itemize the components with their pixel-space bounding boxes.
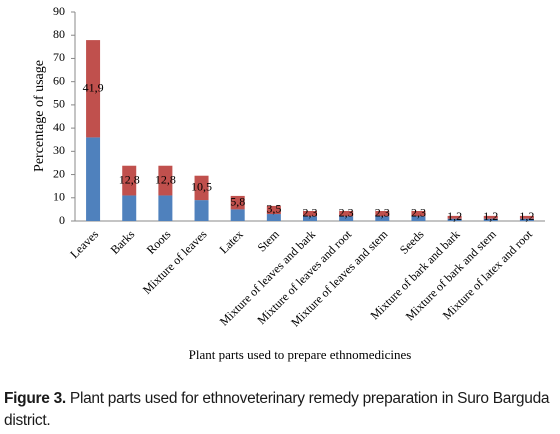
data-label: 1,2 bbox=[519, 209, 534, 223]
y-tick-label: 10 bbox=[53, 190, 65, 204]
data-label: 41,9 bbox=[83, 80, 104, 94]
bar-segment bbox=[230, 195, 245, 210]
bar-segment bbox=[122, 165, 137, 196]
x-tick-label: Seeds bbox=[397, 227, 427, 257]
y-axis-title: Percentage of usage bbox=[32, 60, 47, 172]
bar-segment bbox=[375, 216, 390, 221]
bar-segment bbox=[303, 211, 317, 217]
bar-segment bbox=[519, 215, 534, 219]
bar-segment bbox=[194, 175, 209, 201]
y-tick-label: 20 bbox=[53, 166, 65, 180]
data-label: 2,3 bbox=[411, 205, 426, 219]
data-label: 2,3 bbox=[303, 205, 318, 219]
x-axis-title: Plant parts used to prepare ethnomedicin… bbox=[189, 347, 412, 362]
data-label: 12,8 bbox=[155, 172, 176, 186]
bar-segment bbox=[303, 216, 317, 221]
bar-segment bbox=[339, 216, 354, 221]
y-tick-label: 0 bbox=[59, 213, 65, 227]
data-label: 2,3 bbox=[375, 205, 390, 219]
data-label: 12,8 bbox=[119, 172, 140, 186]
bar-segment bbox=[483, 218, 498, 221]
y-tick-label: 80 bbox=[53, 27, 65, 41]
caption: Figure 3. Plant parts used for ethnovete… bbox=[4, 388, 556, 432]
x-tick-label: Roots bbox=[144, 227, 174, 257]
bar-segment bbox=[519, 218, 534, 221]
bar-segment bbox=[86, 40, 101, 138]
bar-segment bbox=[230, 209, 245, 221]
bar-segment bbox=[339, 211, 354, 217]
bar-segment bbox=[194, 200, 209, 221]
bar-segment bbox=[375, 211, 390, 217]
bar-segment bbox=[447, 218, 462, 221]
bar-segment bbox=[483, 215, 498, 219]
bar-segment bbox=[411, 211, 426, 217]
y-tick-label: 90 bbox=[53, 4, 65, 18]
x-tick-label: Stem bbox=[255, 227, 283, 255]
bar-segment bbox=[266, 205, 281, 215]
bar-segment bbox=[86, 137, 101, 221]
x-tick-label: Barks bbox=[108, 227, 138, 257]
data-label: 10,5 bbox=[191, 180, 212, 194]
y-tick-label: 60 bbox=[53, 73, 65, 87]
bar-segment bbox=[411, 216, 426, 221]
data-label: 5,8 bbox=[230, 194, 245, 208]
bar-segment bbox=[158, 195, 173, 221]
chart: Percentage of usage Plant parts used to … bbox=[32, 4, 545, 362]
caption-text: Plant parts used for ethnoveterinary rem… bbox=[4, 390, 550, 429]
data-label: 3,5 bbox=[266, 202, 281, 216]
y-tick-label: 50 bbox=[53, 97, 65, 111]
y-tick-label: 30 bbox=[53, 143, 65, 157]
bar-segment bbox=[447, 215, 462, 219]
caption-label: Figure 3. bbox=[4, 390, 66, 407]
y-tick-label: 70 bbox=[53, 50, 65, 64]
bar-segment bbox=[158, 165, 173, 196]
x-tick-label: Latex bbox=[217, 227, 246, 256]
data-label: 1,2 bbox=[447, 209, 462, 223]
x-tick-label: Leaves bbox=[67, 227, 101, 261]
data-label: 1,2 bbox=[483, 209, 498, 223]
data-label: 2,3 bbox=[339, 205, 354, 219]
y-tick-label: 40 bbox=[53, 120, 65, 134]
bar-segment bbox=[266, 214, 281, 221]
x-tick-label: Mixture of leaves bbox=[140, 227, 210, 297]
bar-segment bbox=[122, 195, 137, 221]
